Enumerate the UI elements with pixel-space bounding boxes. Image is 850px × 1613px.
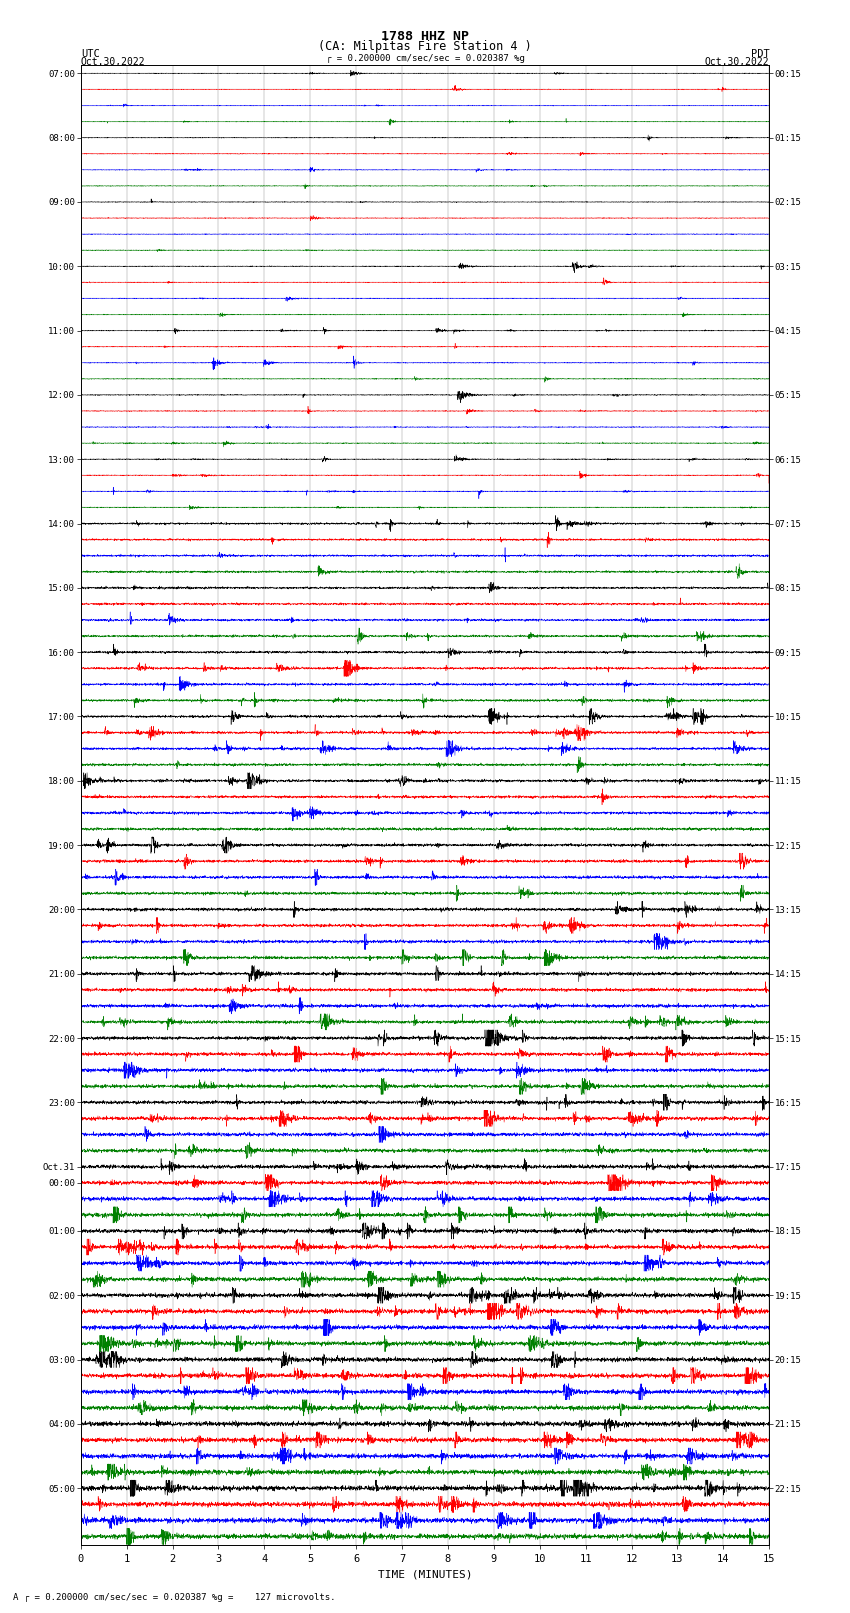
Text: ┌ = 0.200000 cm/sec/sec = 0.020387 %g: ┌ = 0.200000 cm/sec/sec = 0.020387 %g: [326, 53, 524, 63]
Text: 1788 HHZ NP: 1788 HHZ NP: [381, 31, 469, 44]
Text: Oct.30,2022: Oct.30,2022: [81, 58, 145, 68]
Text: UTC: UTC: [81, 50, 99, 60]
X-axis label: TIME (MINUTES): TIME (MINUTES): [377, 1569, 473, 1579]
Text: Oct.30,2022: Oct.30,2022: [705, 58, 769, 68]
Text: PDT: PDT: [751, 50, 769, 60]
Text: A ┌ = 0.200000 cm/sec/sec = 0.020387 %g =    127 microvolts.: A ┌ = 0.200000 cm/sec/sec = 0.020387 %g …: [13, 1592, 335, 1602]
Text: (CA: Milpitas Fire Station 4 ): (CA: Milpitas Fire Station 4 ): [318, 39, 532, 53]
